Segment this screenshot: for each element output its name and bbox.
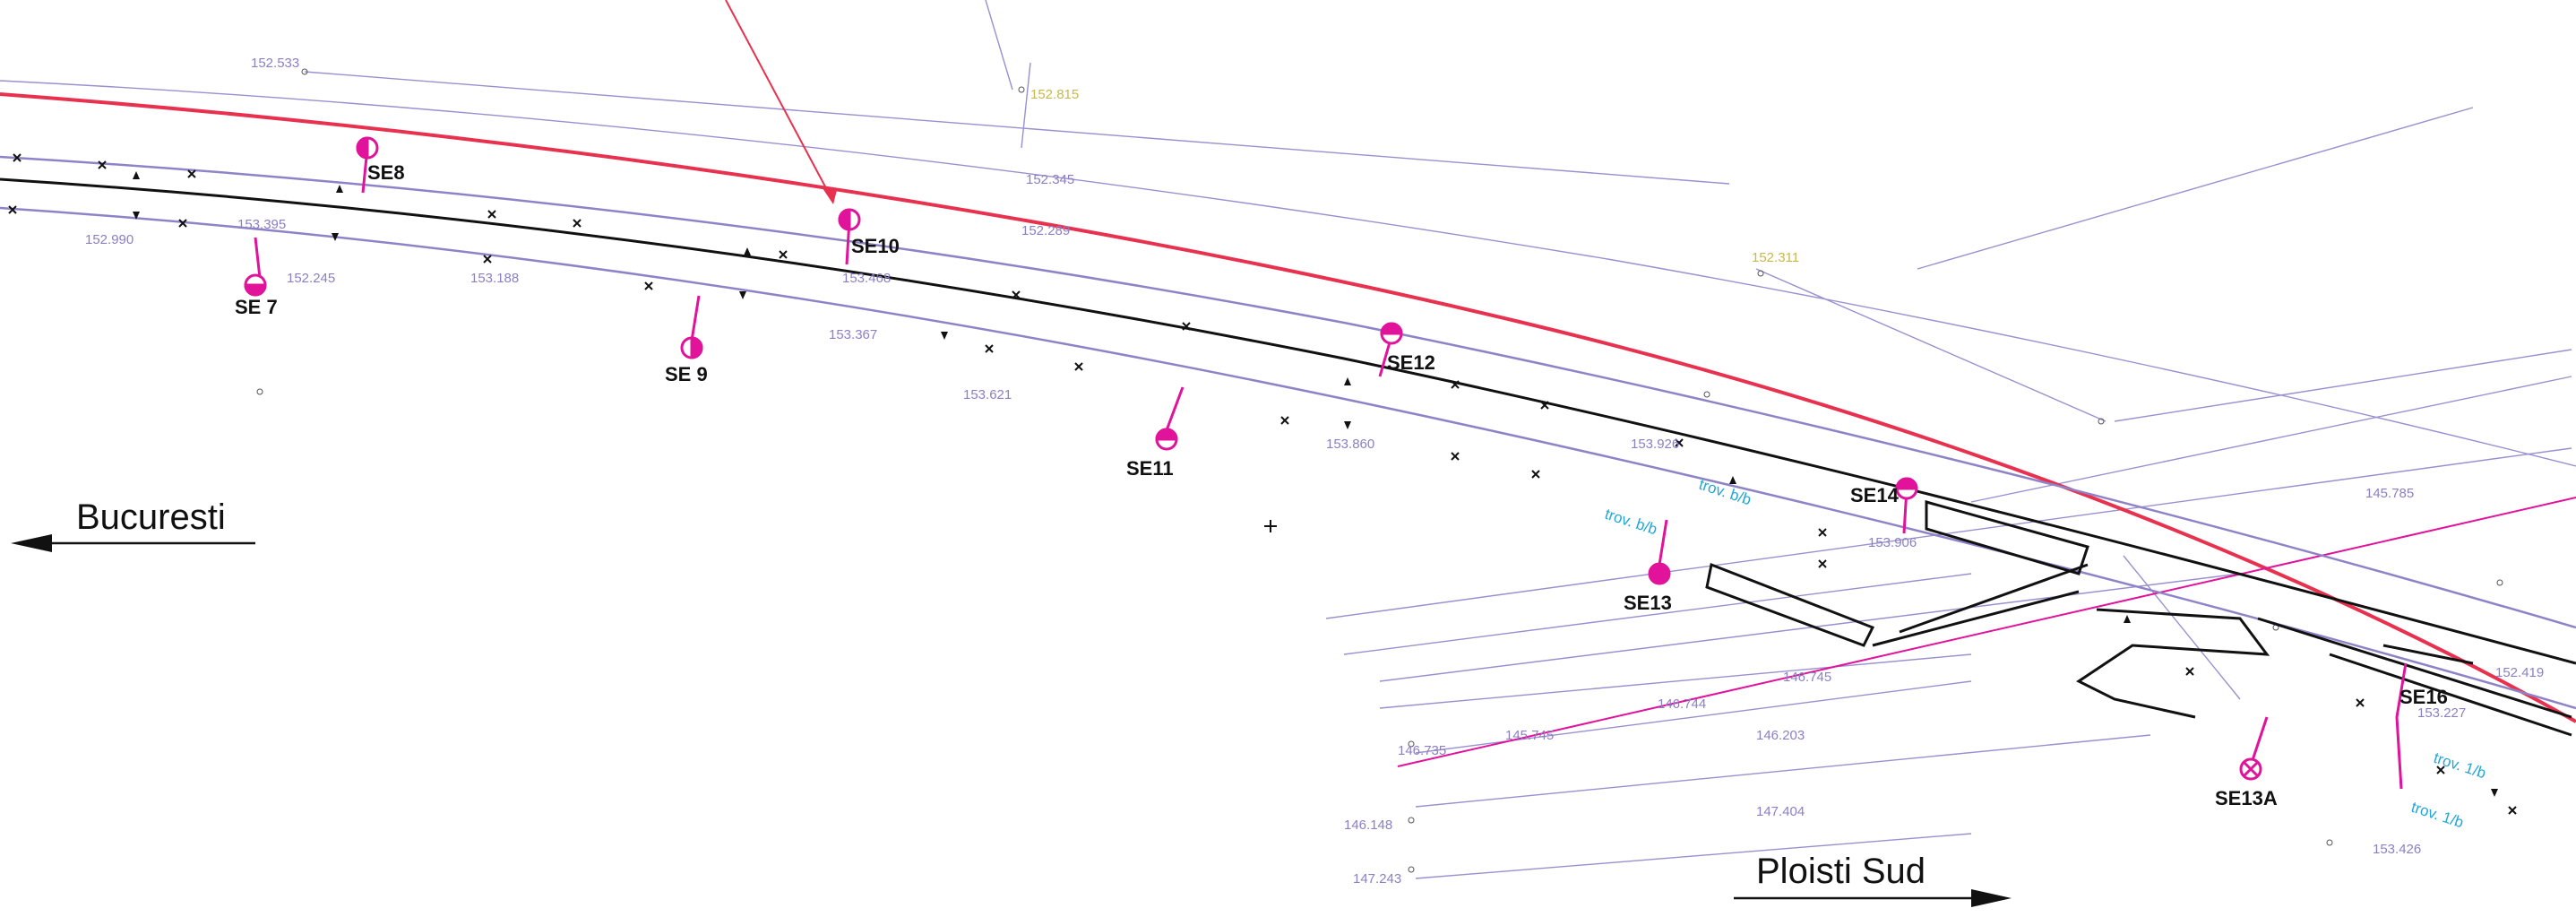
elevation-labels: 152.533 152.815 152.345 152.289 152.311 … <box>85 56 2544 887</box>
annotation-trov-4: trov. 1/b <box>2409 799 2466 832</box>
station-label-se13a: SE13A <box>2215 787 2278 809</box>
direction-left: Bucuresti <box>11 497 255 552</box>
elev-146-745: 146.745 <box>1783 670 1831 685</box>
direction-right-label: Ploisti Sud <box>1756 852 1926 891</box>
direction-right: Ploisti Sud <box>1734 852 2012 907</box>
survey-grid-lines <box>0 0 2576 879</box>
triangle-markers <box>133 171 2498 797</box>
elev-152-289: 152.289 <box>1021 223 1070 238</box>
elev-145-785: 145.785 <box>2365 486 2414 501</box>
station-label-se14: SE14 <box>1850 484 1900 506</box>
rail-center-line <box>0 177 2576 665</box>
annotation-trov-1: trov. b/b <box>1697 476 1753 509</box>
direction-left-arrowhead <box>11 534 52 552</box>
annotation-trov-3: trov. 1/b <box>2432 749 2488 783</box>
cross-marker <box>1264 520 1277 532</box>
station-labels: SE 7 SE8 SE 9 SE10 SE11 SE12 SE13 SE14 S… <box>235 161 2448 809</box>
elev-153-621: 153.621 <box>963 387 1012 402</box>
station-label-se16: SE16 <box>2399 686 2448 708</box>
elev-152-533: 152.533 <box>251 56 299 71</box>
magenta-diagonal-line <box>1397 497 2576 767</box>
pointer-arrowhead <box>823 188 837 204</box>
elev-152-815: 152.815 <box>1030 87 1079 102</box>
station-label-se11: SE11 <box>1126 457 1174 480</box>
station-label-se12: SE12 <box>1387 351 1435 374</box>
elev-146-735: 146.735 <box>1398 743 1446 758</box>
elev-153-227: 153.227 <box>2417 705 2466 721</box>
station-label-se10: SE10 <box>851 235 900 257</box>
elev-152-419: 152.419 <box>2495 665 2544 680</box>
elev-153-468: 153.468 <box>842 271 891 286</box>
station-markers <box>244 136 2408 790</box>
direction-right-arrowhead <box>1971 889 2012 907</box>
elev-146-148: 146.148 <box>1344 818 1392 833</box>
elev-146-203: 146.203 <box>1756 728 1805 743</box>
direction-left-label: Bucuresti <box>76 497 226 537</box>
survey-points <box>256 68 2503 873</box>
elev-147-404: 147.404 <box>1756 804 1805 819</box>
elev-146-744: 146.744 <box>1658 696 1706 712</box>
elev-147-243: 147.243 <box>1353 871 1401 887</box>
elev-152-245: 152.245 <box>287 271 335 286</box>
station-label-se8: SE8 <box>367 161 405 184</box>
platform-structures <box>1705 500 2572 737</box>
annotation-trov-2: trov. b/b <box>1603 506 1659 539</box>
elev-152-345: 152.345 <box>1026 172 1074 187</box>
elev-153-426: 153.426 <box>2373 842 2421 857</box>
elev-153-906: 153.906 <box>1868 535 1917 550</box>
elev-152-311: 152.311 <box>1752 250 1799 265</box>
pointer-line <box>725 0 834 203</box>
boundary-line <box>0 92 2576 723</box>
elev-153-188: 153.188 <box>470 271 519 286</box>
station-label-se13: SE13 <box>1624 592 1672 614</box>
elev-152-990: 152.990 <box>85 232 134 247</box>
elev-153-367: 153.367 <box>829 327 877 342</box>
station-label-se7: SE 7 <box>235 296 278 318</box>
elev-145-745: 145.745 <box>1505 728 1554 743</box>
cyan-annotations: trov. b/b trov. b/b trov. 1/b trov. 1/b <box>1603 476 2488 832</box>
track-markers <box>8 153 2517 815</box>
elev-153-395: 153.395 <box>237 217 286 232</box>
elev-153-926: 153.926 <box>1631 437 1679 452</box>
elev-153-860: 153.860 <box>1326 437 1374 452</box>
station-label-se9: SE 9 <box>665 363 708 385</box>
rail-violet-lines <box>0 155 2576 710</box>
